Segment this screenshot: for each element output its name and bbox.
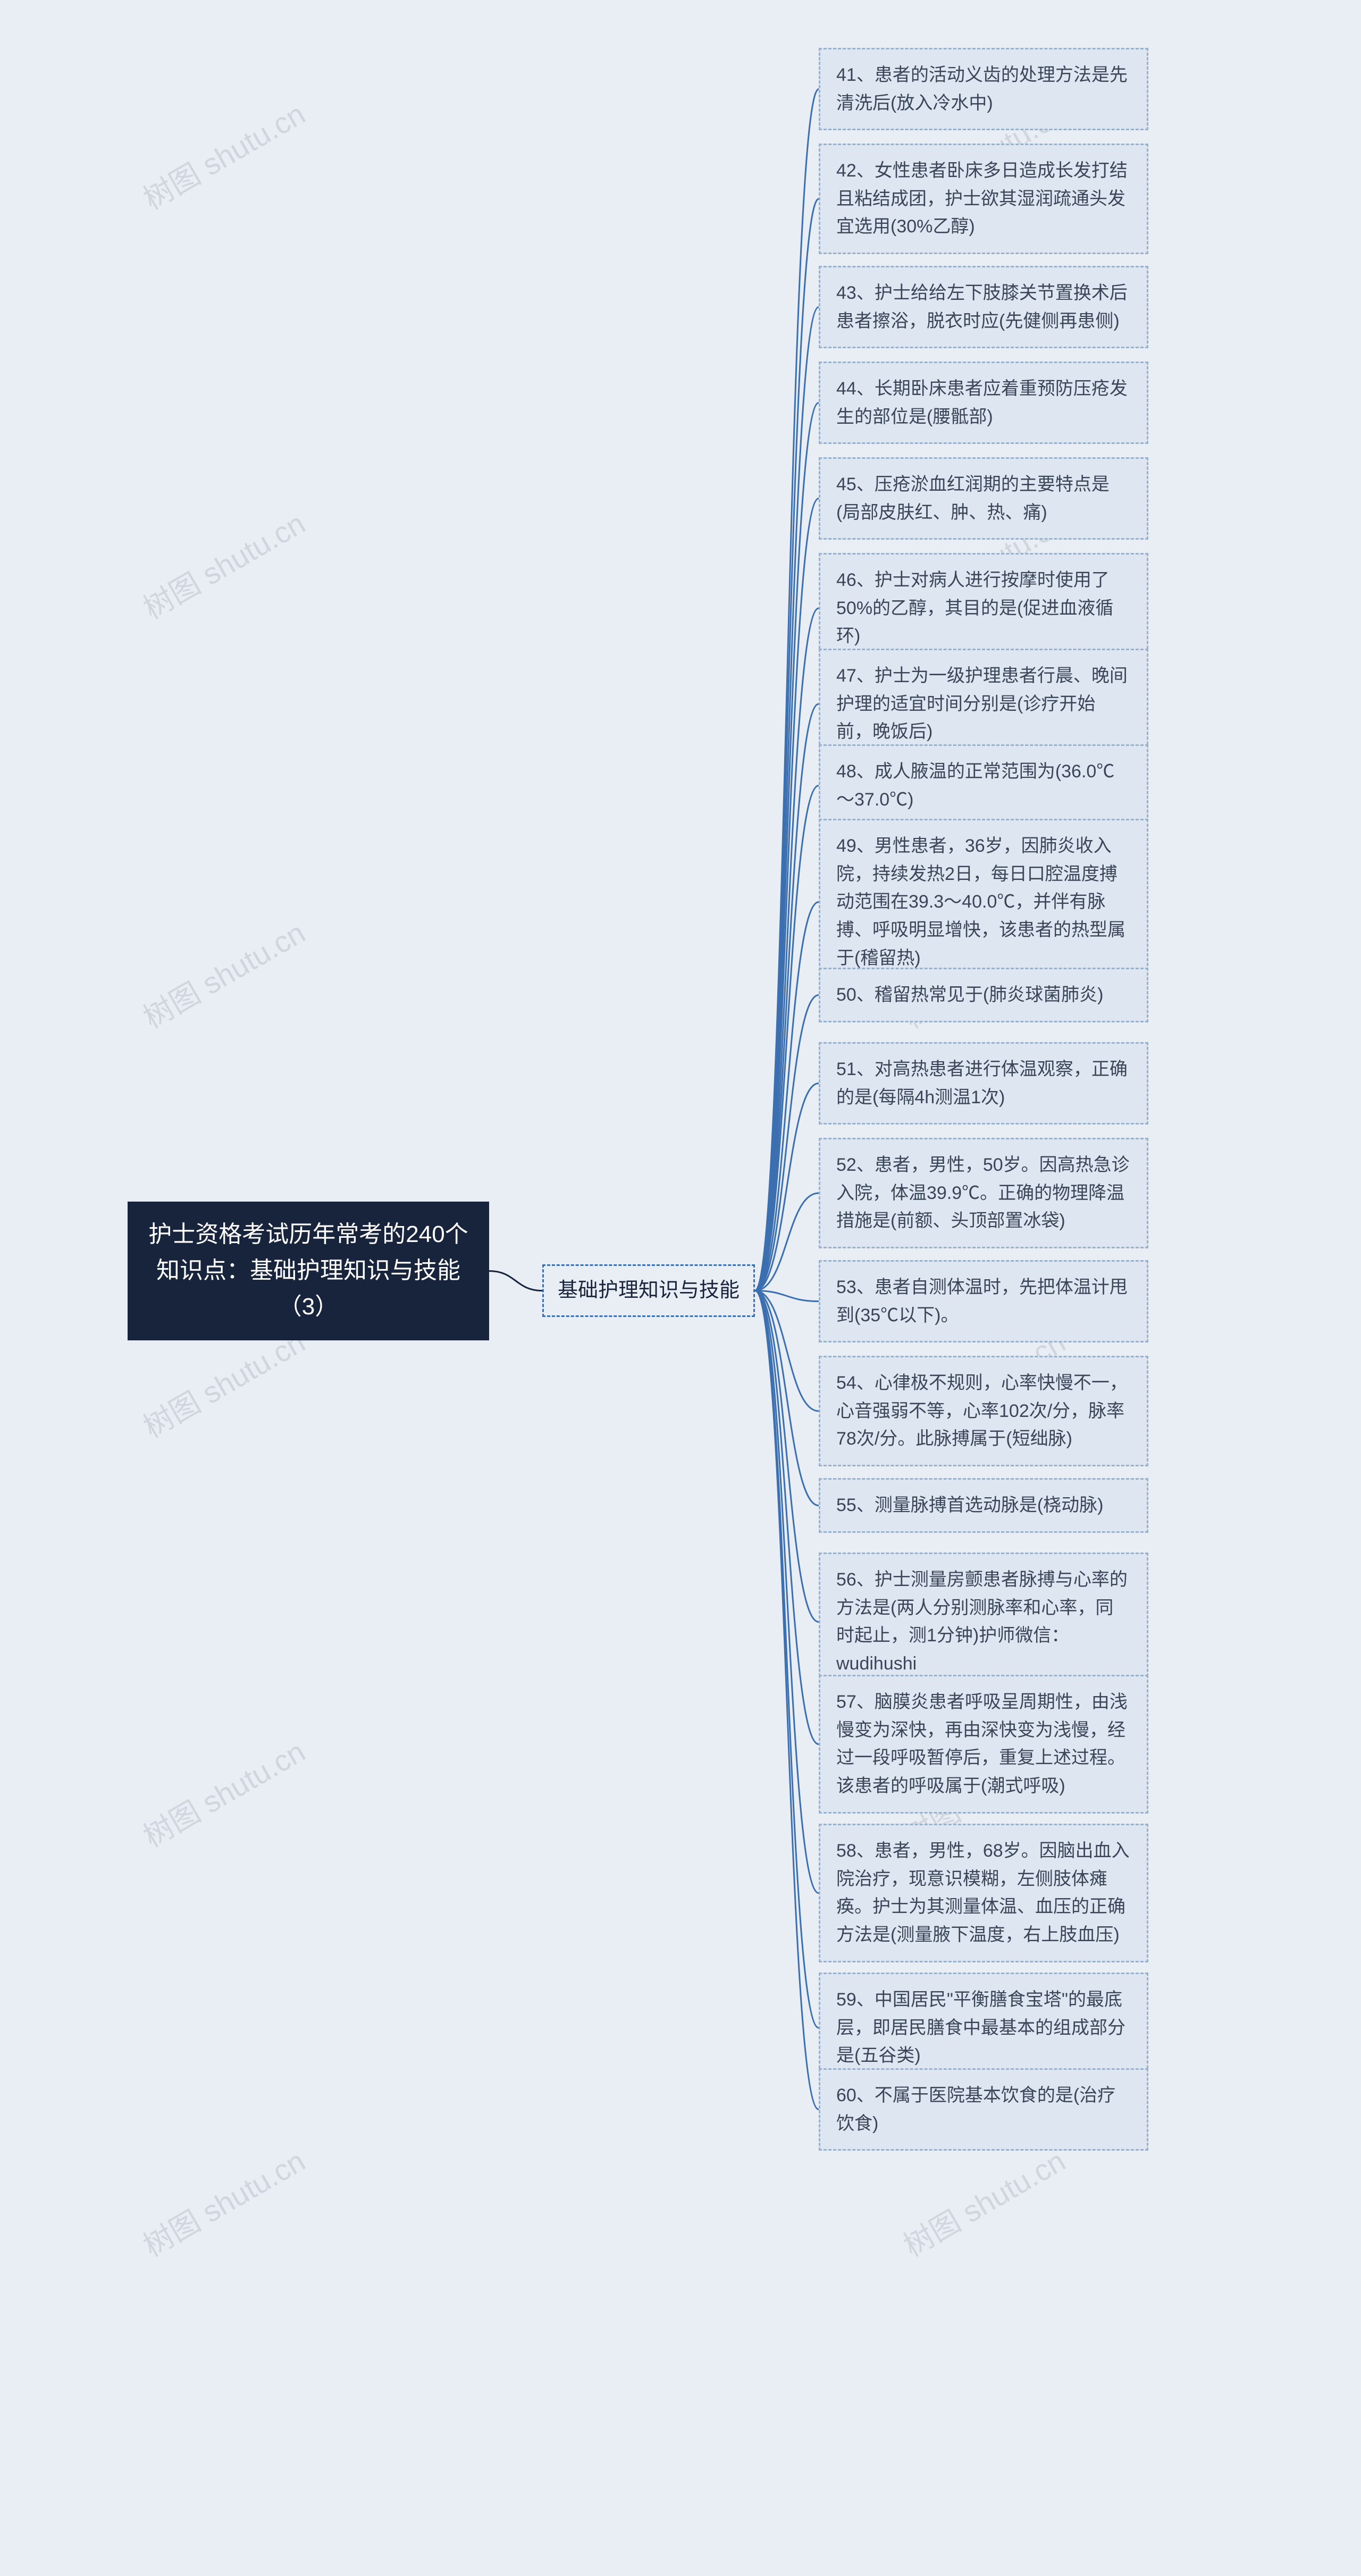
leaf-node[interactable]: 48、成人腋温的正常范围为(36.0℃～37.0℃) xyxy=(819,744,1148,827)
edge-topic-leaf xyxy=(755,1291,819,1506)
watermark: 树图 shutu.cn xyxy=(134,91,312,219)
leaf-label: 44、长期卧床患者应着重预防压疮发生的部位是(腰骶部) xyxy=(836,379,1128,427)
edge-topic-leaf xyxy=(755,89,819,1291)
leaf-node[interactable]: 57、脑膜炎患者呼吸呈周期性，由浅慢变为深快，再由深快变为浅慢，经过一段呼吸暂停… xyxy=(819,1675,1148,1814)
root-label: 护士资格考试历年常考的240个知识点：基础护理知识与技能（3） xyxy=(148,1221,468,1320)
edge-topic-leaf xyxy=(755,1084,819,1291)
edge-topic-leaf xyxy=(755,786,819,1291)
leaf-label: 57、脑膜炎患者呼吸呈周期性，由浅慢变为深快，再由深快变为浅慢，经过一段呼吸暂停… xyxy=(836,1692,1128,1796)
leaf-label: 52、患者，男性，50岁。因高热急诊入院，体温39.9℃。正确的物理降温措施是(… xyxy=(836,1155,1130,1231)
edge-topic-leaf xyxy=(755,1291,819,2110)
edge-topic-leaf xyxy=(755,704,819,1291)
watermark: 树图 shutu.cn xyxy=(134,1728,312,1856)
edge-topic-leaf xyxy=(755,1291,819,2028)
leaf-label: 60、不属于医院基本饮食的是(治疗饮食) xyxy=(836,2085,1115,2134)
leaf-label: 59、中国居民"平衡膳食宝塔"的最底层，即居民膳食中最基本的组成部分是(五谷类) xyxy=(836,1990,1125,2066)
edge-topic-leaf xyxy=(755,902,819,1291)
leaf-node[interactable]: 58、患者，男性，68岁。因脑出血入院治疗，现意识模糊，左侧肢体瘫痪。护士为其测… xyxy=(819,1824,1148,1962)
leaf-label: 46、护士对病人进行按摩时使用了50%的乙醇，其目的是(促进血液循环) xyxy=(836,570,1113,646)
leaf-label: 48、成人腋温的正常范围为(36.0℃～37.0℃) xyxy=(836,761,1114,810)
edge-topic-leaf xyxy=(755,1291,819,1622)
edge-topic-leaf xyxy=(755,1193,819,1291)
leaf-node[interactable]: 55、测量脉搏首选动脉是(桡动脉) xyxy=(819,1478,1148,1533)
leaf-label: 43、护士给给左下肢膝关节置换术后患者擦浴，脱衣时应(先健侧再患侧) xyxy=(836,283,1128,331)
leaf-node[interactable]: 53、患者自测体温时，先把体温计甩到(35℃以下)。 xyxy=(819,1260,1148,1342)
leaf-node[interactable]: 46、护士对病人进行按摩时使用了50%的乙醇，其目的是(促进血液循环) xyxy=(819,553,1148,664)
leaf-label: 51、对高热患者进行体温观察，正确的是(每隔4h测温1次) xyxy=(836,1059,1128,1107)
leaf-label: 49、男性患者，36岁，因肺炎收入院，持续发热2日，每日口腔温度搏动范围在39.… xyxy=(836,836,1125,968)
leaf-node[interactable]: 41、患者的活动义齿的处理方法是先清洗后(放入冷水中) xyxy=(819,48,1148,130)
leaf-node[interactable]: 52、患者，男性，50岁。因高热急诊入院，体温39.9℃。正确的物理降温措施是(… xyxy=(819,1138,1148,1248)
mindmap-canvas: 树图 shutu.cn 树图 shutu.cn 树图 shutu.cn 树图 shut… xyxy=(0,0,1361,2576)
leaf-label: 55、测量脉搏首选动脉是(桡动脉) xyxy=(836,1495,1103,1515)
leaf-node[interactable]: 50、稽留热常见于(肺炎球菌肺炎) xyxy=(819,968,1148,1022)
leaf-node[interactable]: 44、长期卧床患者应着重预防压疮发生的部位是(腰骶部) xyxy=(819,362,1148,444)
edge-root-topic xyxy=(489,1271,542,1291)
topic-label: 基础护理知识与技能 xyxy=(558,1279,740,1302)
leaf-label: 56、护士测量房颤患者脉搏与心率的方法是(两人分别测脉率和心率，同时起止，测1分… xyxy=(836,1570,1128,1674)
edge-topic-leaf xyxy=(755,499,819,1291)
watermark: 树图 shutu.cn xyxy=(134,910,312,1037)
leaf-node[interactable]: 51、对高热患者进行体温观察，正确的是(每隔4h测温1次) xyxy=(819,1042,1148,1125)
edge-topic-leaf xyxy=(755,1291,819,1412)
edge-topic-leaf xyxy=(755,307,819,1291)
edge-topic-leaf xyxy=(755,1291,819,1893)
edge-topic-leaf xyxy=(755,1291,819,1744)
edge-topic-leaf xyxy=(755,1291,819,1302)
leaf-node[interactable]: 47、护士为一级护理患者行晨、晚间护理的适宜时间分别是(诊疗开始前，晚饭后) xyxy=(819,649,1148,759)
leaf-label: 53、患者自测体温时，先把体温计甩到(35℃以下)。 xyxy=(836,1277,1128,1325)
leaf-label: 50、稽留热常见于(肺炎球菌肺炎) xyxy=(836,985,1103,1005)
watermark: 树图 shutu.cn xyxy=(134,500,312,628)
leaf-label: 58、患者，男性，68岁。因脑出血入院治疗，现意识模糊，左侧肢体瘫痪。护士为其测… xyxy=(836,1841,1130,1945)
leaf-label: 42、女性患者卧床多日造成长发打结且粘结成团，护士欲其湿润疏通头发宜选用(30%… xyxy=(836,161,1128,237)
edge-topic-leaf xyxy=(755,199,819,1291)
leaf-label: 47、护士为一级护理患者行晨、晚间护理的适宜时间分别是(诊疗开始前，晚饭后) xyxy=(836,666,1128,742)
root-node[interactable]: 护士资格考试历年常考的240个知识点：基础护理知识与技能（3） xyxy=(128,1202,489,1340)
leaf-node[interactable]: 45、压疮淤血红润期的主要特点是(局部皮肤红、肿、热、痛) xyxy=(819,457,1148,540)
leaf-label: 41、患者的活动义齿的处理方法是先清洗后(放入冷水中) xyxy=(836,65,1128,113)
leaf-node[interactable]: 59、中国居民"平衡膳食宝塔"的最底层，即居民膳食中最基本的组成部分是(五谷类) xyxy=(819,1973,1148,2083)
leaf-node[interactable]: 54、心律极不规则，心率快慢不一，心音强弱不等，心率102次/分，脉率78次/分… xyxy=(819,1356,1148,1466)
leaf-node[interactable]: 56、护士测量房颤患者脉搏与心率的方法是(两人分别测脉率和心率，同时起止，测1分… xyxy=(819,1553,1148,1691)
leaf-node[interactable]: 43、护士给给左下肢膝关节置换术后患者擦浴，脱衣时应(先健侧再患侧) xyxy=(819,266,1148,348)
edge-topic-leaf xyxy=(755,995,819,1291)
leaf-node[interactable]: 60、不属于医院基本饮食的是(治疗饮食) xyxy=(819,2068,1148,2151)
edge-topic-leaf xyxy=(755,403,819,1291)
leaf-label: 54、心律极不规则，心率快慢不一，心音强弱不等，心率102次/分，脉率78次/分… xyxy=(836,1373,1128,1449)
edge-topic-leaf xyxy=(755,608,819,1291)
leaf-node[interactable]: 49、男性患者，36岁，因肺炎收入院，持续发热2日，每日口腔温度搏动范围在39.… xyxy=(819,819,1148,985)
leaf-node[interactable]: 42、女性患者卧床多日造成长发打结且粘结成团，护士欲其湿润疏通头发宜选用(30%… xyxy=(819,144,1148,254)
watermark: 树图 shutu.cn xyxy=(134,2138,312,2265)
topic-node[interactable]: 基础护理知识与技能 xyxy=(542,1264,755,1317)
leaf-label: 45、压疮淤血红润期的主要特点是(局部皮肤红、肿、热、痛) xyxy=(836,474,1110,523)
watermark: 树图 shutu.cn xyxy=(894,2138,1072,2265)
